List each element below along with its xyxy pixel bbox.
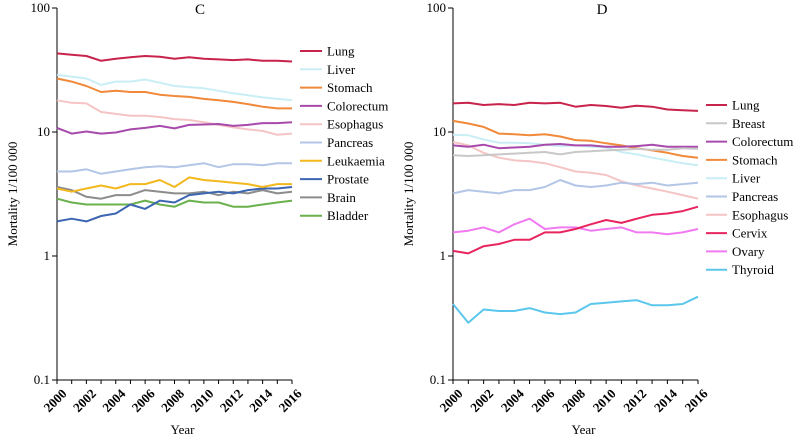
panel-c-legend-label-esophagus: Esophagus xyxy=(327,117,383,132)
panel-c-series-colorectum xyxy=(56,121,293,135)
panel-d-legend-label-pancreas: Pancreas xyxy=(732,189,778,204)
panel-d-x-tick-label: 2016 xyxy=(682,386,711,415)
panel-c-legend-label-colorectum: Colorectum xyxy=(327,98,388,113)
panel-c-x-axis-title: Year xyxy=(171,422,196,437)
panel-d-x-tick-label: 2014 xyxy=(651,386,680,415)
panel-c-x-tick-label: 2008 xyxy=(158,386,187,415)
panel-d-legend: Lung Breast Colorectum Stomach Liver Pancreas… xyxy=(706,98,793,277)
panel-c-series-brain xyxy=(56,186,293,200)
panel-c-y-tick-label: 100 xyxy=(31,0,51,15)
panel-d-series-breast xyxy=(452,147,699,157)
panel-d-x-tick-label: 2002 xyxy=(467,386,496,415)
panel-c-series-leukaemia xyxy=(56,176,292,193)
panel-c-series-pancreas xyxy=(57,162,292,175)
panel-d-x-tick-label: 2004 xyxy=(498,386,527,415)
panel-c-series-lung xyxy=(56,52,293,63)
panel-c-series-esophagus xyxy=(56,99,293,136)
panel-c-legend: Lung Liver Stomach Colorectum Esophagus Pancr… xyxy=(300,44,388,223)
panel-d-legend-label-colorectum: Colorectum xyxy=(732,134,793,149)
panel-c-x-tick-label: 2002 xyxy=(70,386,99,415)
panel-c-y-tick-label: 0.1 xyxy=(34,372,50,387)
panel-c-legend-label-lung: Lung xyxy=(327,44,355,59)
panel-c-legend-label-liver: Liver xyxy=(327,62,356,77)
panel-d-legend-label-ovary: Ovary xyxy=(732,244,765,259)
panel-d-x-tick-label: 2010 xyxy=(590,386,619,415)
panel-d-x-tick-label: 2006 xyxy=(528,386,557,415)
panel-c-series-stomach xyxy=(56,77,292,110)
panel-c-x-tick-label: 2014 xyxy=(246,386,275,415)
panel-d-y-tick-label: 100 xyxy=(427,0,447,15)
panel-c-legend-label-stomach: Stomach xyxy=(327,80,373,95)
panel-d-legend-label-stomach: Stomach xyxy=(732,152,778,167)
panel-d-title: D xyxy=(597,2,608,18)
panel-c-legend-label-leukaemia: Leukaemia xyxy=(327,153,385,168)
panel-d-series-cervix xyxy=(452,205,699,255)
panel-d-y-axis-title: Mortality 1/100 000 xyxy=(401,142,416,247)
panel-d-x-axis-title: Year xyxy=(572,422,597,437)
panel-d-legend-label-esophagus: Esophagus xyxy=(732,207,788,222)
panel-c-series-liver xyxy=(56,73,293,102)
panel-c-x-tick-label: 2004 xyxy=(99,386,128,415)
panel-c-x-tick-label: 2010 xyxy=(187,386,216,415)
panel-d-x-tick-label: 2008 xyxy=(559,386,588,415)
panel-d-series-stomach xyxy=(452,119,699,159)
panel-c-x-tick-label: 2006 xyxy=(129,386,158,415)
panel-c-y-tick-label: 10 xyxy=(37,124,50,139)
panel-c-series-bladder xyxy=(56,197,293,208)
panel-d-series-pancreas xyxy=(452,179,699,195)
panel-c-x-tick-label: 2016 xyxy=(276,386,305,415)
panel-d-legend-label-thyroid: Thyroid xyxy=(732,262,774,277)
panel-d-x-tick-label: 2000 xyxy=(437,386,466,415)
panel-c-title: C xyxy=(195,2,205,18)
panel-c-x-tick-label: 2000 xyxy=(41,386,70,415)
panel-c-x-tick-label: 2012 xyxy=(217,386,246,415)
panel-c-y-axis-title: Mortality 1/100 000 xyxy=(5,142,20,247)
panel-d-series-esophagus xyxy=(452,141,699,200)
panel-c-legend-label-bladder: Bladder xyxy=(327,208,369,223)
panel-d-legend-label-liver: Liver xyxy=(732,171,761,186)
panel-c-legend-label-pancreas: Pancreas xyxy=(327,135,373,150)
panel-c-legend-label-brain: Brain xyxy=(327,190,356,205)
panel-c-y-tick-label: 1 xyxy=(44,248,51,263)
panel-c-legend-label-prostate: Prostate xyxy=(327,172,369,187)
panel-d-x-tick-label: 2012 xyxy=(620,386,649,415)
panel-d-series-thyroid xyxy=(452,295,699,324)
panel-c-series-prostate xyxy=(56,186,293,223)
panel-d-y-tick-label: 0.1 xyxy=(430,372,446,387)
panel-d-series-ovary xyxy=(452,217,699,236)
panel-d-legend-label-breast: Breast xyxy=(732,116,766,131)
panel-d-legend-label-cervix: Cervix xyxy=(732,226,768,241)
panel-d-y-tick-label: 10 xyxy=(433,124,446,139)
panel-d-series-lung xyxy=(452,101,699,112)
panel-d-y-tick-label: 1 xyxy=(440,248,447,263)
panel-d-legend-label-lung: Lung xyxy=(732,98,760,113)
panel-d-series-colorectum xyxy=(452,143,698,150)
